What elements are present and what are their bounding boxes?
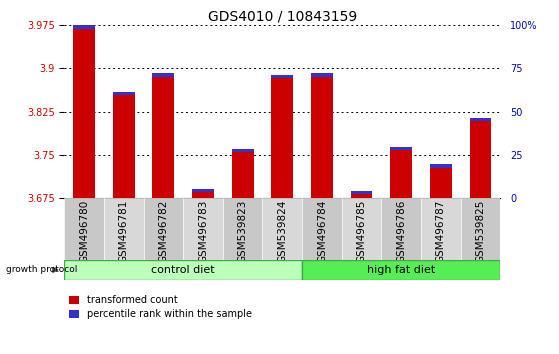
Text: GSM539823: GSM539823: [238, 200, 248, 263]
Bar: [381, 198, 421, 260]
Bar: [350, 194, 372, 198]
Bar: [272, 74, 293, 78]
Bar: [311, 77, 333, 198]
Bar: [470, 121, 491, 198]
Text: high fat diet: high fat diet: [367, 265, 435, 275]
Bar: [144, 198, 183, 260]
Bar: [64, 260, 302, 280]
Bar: [263, 198, 302, 260]
Bar: [153, 77, 174, 198]
Text: GSM496786: GSM496786: [396, 200, 406, 263]
Bar: [342, 198, 381, 260]
Bar: [232, 149, 254, 152]
Text: control diet: control diet: [151, 265, 215, 275]
Text: GSM496782: GSM496782: [158, 200, 168, 263]
Text: GSM496783: GSM496783: [198, 200, 208, 263]
Bar: [153, 73, 174, 77]
Bar: [183, 198, 223, 260]
Bar: [470, 118, 491, 121]
Bar: [192, 193, 214, 198]
Bar: [64, 198, 104, 260]
Bar: [302, 260, 500, 280]
Legend: transformed count, percentile rank within the sample: transformed count, percentile rank withi…: [69, 295, 252, 319]
Bar: [223, 198, 263, 260]
Bar: [350, 191, 372, 194]
Bar: [461, 198, 500, 260]
Bar: [113, 95, 135, 198]
Bar: [104, 198, 144, 260]
Text: GSM539825: GSM539825: [476, 200, 485, 263]
Bar: [430, 167, 452, 198]
Text: GSM496787: GSM496787: [436, 200, 446, 263]
Text: growth protocol: growth protocol: [6, 266, 77, 274]
Bar: [73, 25, 95, 29]
Bar: [232, 152, 254, 198]
Title: GDS4010 / 10843159: GDS4010 / 10843159: [208, 10, 357, 24]
Text: GSM496780: GSM496780: [79, 200, 89, 263]
Bar: [192, 189, 214, 193]
Bar: [430, 164, 452, 167]
Bar: [113, 92, 135, 95]
Bar: [390, 147, 412, 150]
Text: GSM539824: GSM539824: [277, 200, 287, 263]
Bar: [421, 198, 461, 260]
Bar: [73, 29, 95, 198]
Bar: [302, 198, 342, 260]
Bar: [390, 150, 412, 198]
Bar: [272, 78, 293, 198]
Bar: [311, 73, 333, 77]
Text: GSM496781: GSM496781: [119, 200, 129, 263]
Text: GSM496785: GSM496785: [357, 200, 367, 263]
Text: GSM496784: GSM496784: [317, 200, 327, 263]
